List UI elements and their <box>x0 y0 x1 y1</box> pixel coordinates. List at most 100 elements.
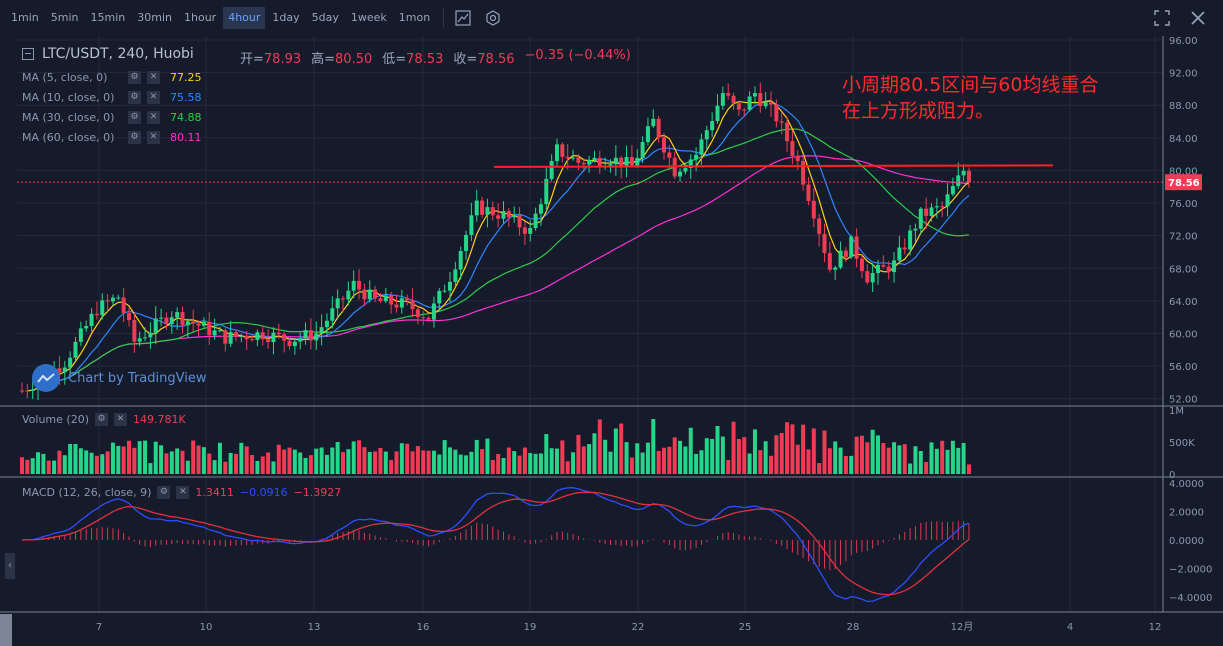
candle-body <box>127 313 131 321</box>
timeframe-4hour[interactable]: 4hour <box>223 7 266 29</box>
candle-body <box>678 171 683 177</box>
candle-body <box>448 281 452 291</box>
volume-bar <box>956 447 961 474</box>
volume-bar <box>357 440 362 474</box>
volume-bar <box>699 450 704 474</box>
settings-icon[interactable]: ⚙ <box>128 111 141 124</box>
volume-bar <box>180 450 185 474</box>
volume-bar <box>720 436 725 474</box>
settings-icon[interactable]: ⚙ <box>128 131 141 144</box>
volume-bar <box>239 442 244 474</box>
candle-body <box>902 247 907 250</box>
timeframe-30min[interactable]: 30min <box>137 11 172 24</box>
candle-body <box>121 297 126 314</box>
volume-bar <box>672 437 677 474</box>
volume-bar <box>303 457 308 474</box>
candle-body <box>292 341 297 347</box>
candle-body <box>442 290 447 292</box>
timeframe-15min[interactable]: 15min <box>90 11 126 24</box>
timeframe-1day[interactable]: 1day <box>272 11 300 24</box>
timeframe-1hour[interactable]: 1hour <box>184 11 217 24</box>
price-tick-label: 72.00 <box>1169 232 1198 243</box>
volume-bar <box>790 424 795 474</box>
candle-body <box>346 290 351 300</box>
candle-body <box>624 157 629 168</box>
chart-canvas[interactable]: 96.00 92.00 88.00 84.00 80.00 76.00 72.00 68.00… <box>0 36 1223 646</box>
volume-bar <box>212 460 217 474</box>
candle-body <box>608 164 613 167</box>
remove-icon[interactable]: ✕ <box>147 111 160 124</box>
volume-bar <box>656 450 661 474</box>
candle-body <box>308 330 313 341</box>
fullscreen-icon[interactable] <box>1151 7 1173 29</box>
volume-bar <box>41 453 46 474</box>
volume-bar <box>207 453 212 474</box>
remove-icon[interactable]: ✕ <box>114 413 127 426</box>
timeframe-1mon[interactable]: 1mon <box>398 11 431 24</box>
high-value: 80.50 <box>335 52 373 67</box>
collapse-icon[interactable] <box>22 48 34 60</box>
settings-icon[interactable]: ⚙ <box>157 486 171 499</box>
candle-body <box>341 298 345 300</box>
remove-icon[interactable]: ✕ <box>147 131 160 144</box>
candle-body <box>838 250 843 268</box>
volume-bar <box>442 440 447 474</box>
volume-bar <box>255 460 260 474</box>
remove-icon[interactable]: ✕ <box>147 71 160 84</box>
ma-legend-2: MA (30, close, 0) ⚙ ✕ 74.88 <box>22 111 202 124</box>
timeframe-1week[interactable]: 1week <box>350 11 387 24</box>
candle-body <box>940 206 945 208</box>
settings-icon[interactable]: ⚙ <box>95 413 108 426</box>
candle-body <box>876 264 880 274</box>
ma-value: 77.25 <box>170 71 202 84</box>
candle-body <box>827 253 832 270</box>
volume-bar <box>597 419 602 474</box>
settings-icon[interactable]: ⚙ <box>128 91 141 104</box>
chart-annotation: 小周期80.5区间与60均线重合 在上方形成阻力。 <box>842 74 1099 122</box>
volume-bar <box>758 450 763 474</box>
candle-body <box>185 321 190 326</box>
timeframe-5day[interactable]: 5day <box>311 11 339 24</box>
candle-body <box>763 102 768 107</box>
volume-bar <box>164 453 169 474</box>
volume-bar <box>373 451 378 474</box>
left-panel-toggle[interactable]: ‹ <box>5 553 15 579</box>
candle-body <box>736 103 741 110</box>
indicator-icon[interactable] <box>452 7 474 29</box>
tradingview-watermark[interactable]: Chart by TradingView <box>32 364 206 392</box>
candle-body <box>485 207 490 215</box>
volume-bar <box>362 447 367 474</box>
volume-bar <box>876 435 880 474</box>
candle-body <box>913 228 918 231</box>
candle-body <box>565 156 570 159</box>
scrollbar-thumb[interactable] <box>0 614 12 646</box>
volume-bar <box>613 428 618 474</box>
candle-body <box>528 228 533 234</box>
remove-icon[interactable]: ✕ <box>147 91 160 104</box>
settings-icon[interactable] <box>482 7 504 29</box>
volume-bar <box>399 443 404 474</box>
volume-bar <box>298 452 303 474</box>
volume-bar <box>314 448 319 474</box>
remove-icon[interactable]: ✕ <box>176 486 190 499</box>
timeframe-1min[interactable]: 1min <box>11 11 39 24</box>
candle-body <box>357 280 362 290</box>
volume-bar <box>747 453 752 474</box>
candle-body <box>480 200 485 215</box>
price-tick-label: 76.00 <box>1169 199 1198 210</box>
timeframe-list: 1min 5min 15min 30min 1hour 4hour 1day 5day 1wee… <box>4 7 435 29</box>
timeframe-5min[interactable]: 5min <box>50 11 79 24</box>
settings-icon[interactable]: ⚙ <box>128 71 141 84</box>
volume-bar <box>918 450 923 474</box>
candle-body <box>817 218 822 234</box>
candle-body <box>303 330 308 339</box>
volume-bar <box>571 452 576 474</box>
volume-bar <box>908 463 913 474</box>
candle-body <box>870 273 875 283</box>
signal-line <box>22 491 970 596</box>
candle-body <box>276 332 281 335</box>
volume-bar <box>544 434 549 474</box>
candle-body <box>892 260 897 273</box>
close-icon[interactable] <box>1187 7 1209 29</box>
ma-legend-3: MA (60, close, 0) ⚙ ✕ 80.11 <box>22 131 202 144</box>
